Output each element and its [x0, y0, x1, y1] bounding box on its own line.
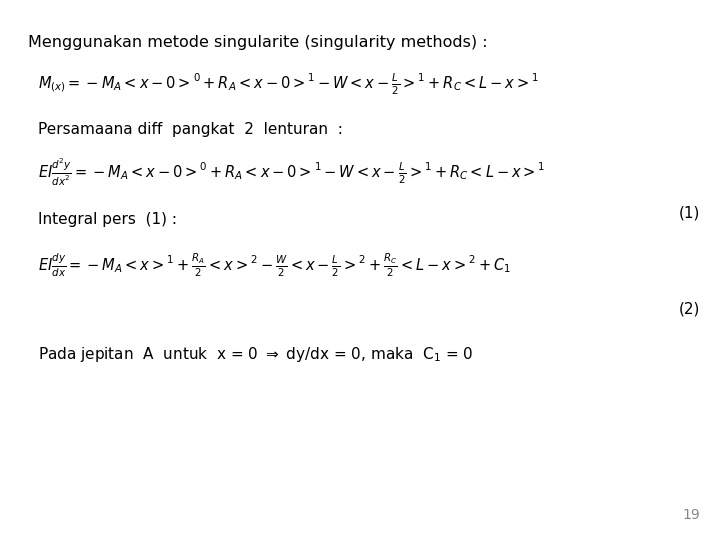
Text: (1): (1) [679, 205, 700, 220]
Text: Menggunakan metode singularite (singularity methods) :: Menggunakan metode singularite (singular… [28, 35, 487, 50]
Text: $EI\frac{d^2y}{dx^2}=-M_A<x-0>^0+R_A<x-0>^1-W<x-\frac{L}{2}>^1+R_C<L-x>^1$: $EI\frac{d^2y}{dx^2}=-M_A<x-0>^0+R_A<x-0… [38, 157, 546, 188]
Text: $EI\frac{dy}{dx}=-M_A<x>^1+\frac{R_A}{2}<x>^2-\frac{W}{2}<x-\frac{L}{2}>^2+\frac: $EI\frac{dy}{dx}=-M_A<x>^1+\frac{R_A}{2}… [38, 252, 511, 280]
Text: Integral pers  (1) :: Integral pers (1) : [38, 212, 177, 227]
Text: 19: 19 [683, 508, 700, 522]
Text: Persamaana diff  pangkat  2  lenturan  :: Persamaana diff pangkat 2 lenturan : [38, 122, 343, 137]
Text: Pada jepitan  A  untuk  x = 0 $\Rightarrow$ dy/dx = 0, maka  C$_1$ = 0: Pada jepitan A untuk x = 0 $\Rightarrow$… [38, 345, 474, 364]
Text: $M_{(x)}=-M_A<x-0>^0+R_A<x-0>^1-W<x-\frac{L}{2}>^1+R_C<L-x>^1$: $M_{(x)}=-M_A<x-0>^0+R_A<x-0>^1-W<x-\fra… [38, 72, 539, 97]
Text: (2): (2) [679, 302, 700, 317]
